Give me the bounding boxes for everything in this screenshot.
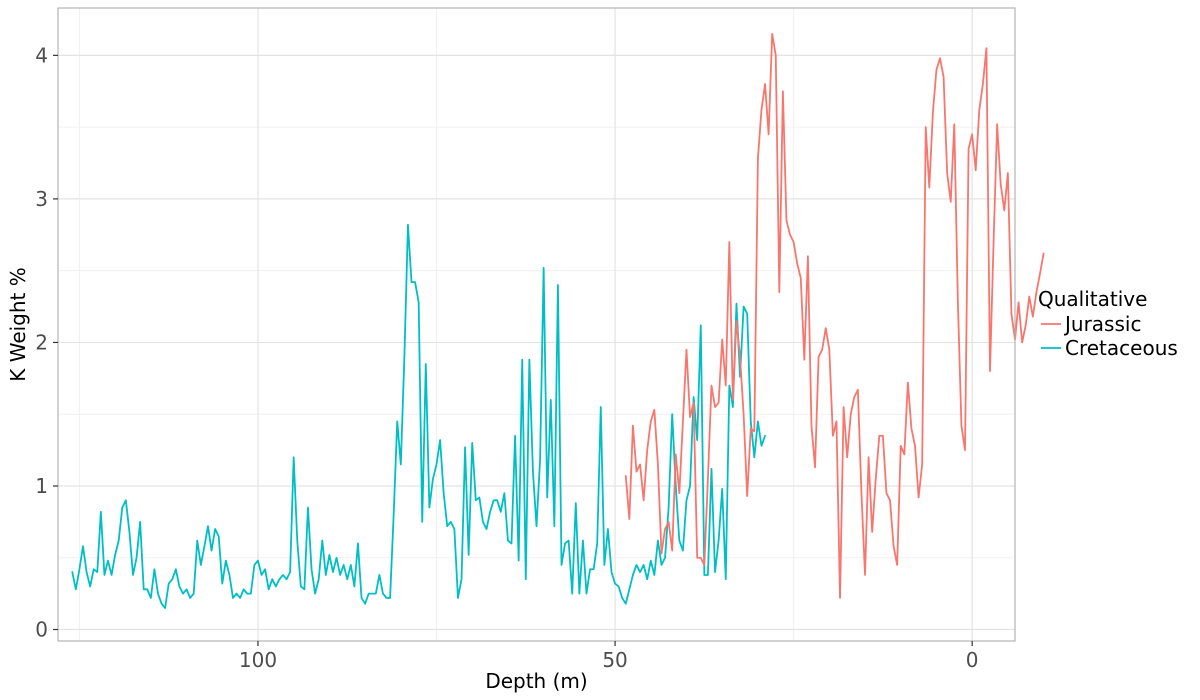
- y-tick-label: 4: [35, 43, 48, 67]
- x-tick-label: 0: [966, 648, 979, 672]
- y-axis-title: K Weight %: [6, 267, 30, 382]
- y-tick-label: 3: [35, 187, 48, 211]
- series-line-cretaceous: [71, 223, 766, 609]
- x-tick-label: 100: [239, 648, 277, 672]
- y-tick-label: 1: [35, 474, 48, 498]
- plot-border: [57, 7, 1016, 642]
- plot-panel: [58, 8, 1015, 641]
- series-line-jurassic: [624, 32, 1045, 599]
- major-grid: [58, 8, 1015, 641]
- legend-title: Qualitative: [1038, 287, 1147, 311]
- y-tick-label: 2: [35, 330, 48, 354]
- x-tick-label: 50: [602, 648, 627, 672]
- series-layer: [71, 32, 1045, 609]
- legend-label-cretaceous: Cretaceous: [1065, 336, 1178, 360]
- legend-label-jurassic: Jurassic: [1063, 312, 1141, 336]
- x-axis: 100 50 0: [239, 641, 979, 672]
- minor-grid: [58, 8, 1015, 641]
- y-tick-label: 0: [35, 618, 48, 642]
- y-axis: 0 1 2 3 4: [35, 43, 58, 642]
- x-axis-title: Depth (m): [485, 669, 587, 693]
